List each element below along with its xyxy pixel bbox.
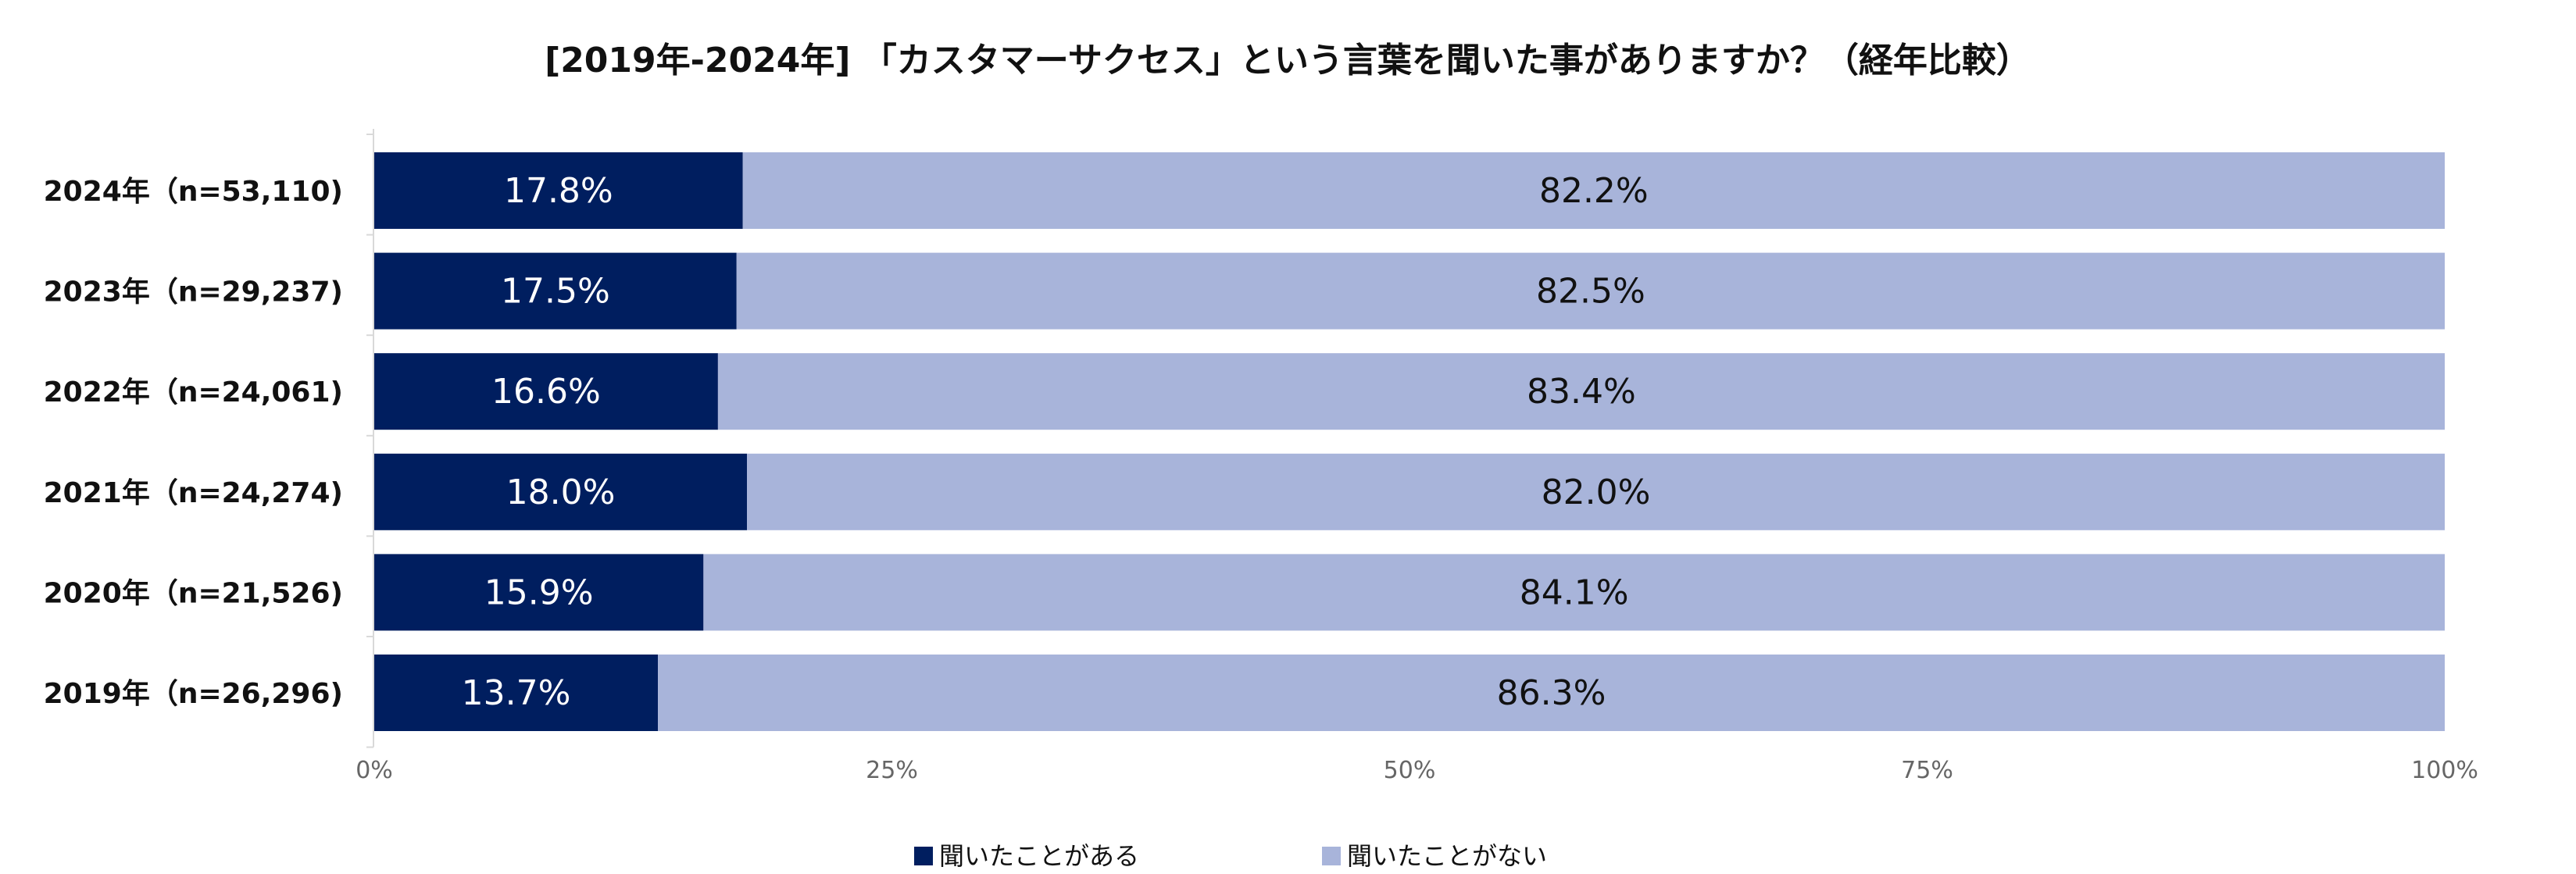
bar-area: 17.8% 82.2% 17.5% 82.5% 16.6% 83.4% 18.0% 82.0%… — [366, 129, 2446, 748]
data-label: 84.1% — [1520, 573, 1629, 612]
data-label: 82.0% — [1542, 473, 1651, 512]
category-label: 2024年（n=53,110) — [44, 176, 343, 208]
data-label: 82.2% — [1539, 171, 1649, 211]
data-label: 83.4% — [1527, 372, 1636, 412]
x-tick-label: 100% — [2411, 757, 2478, 784]
bar-segment-heard — [374, 152, 743, 229]
legend-swatch — [1322, 847, 1341, 865]
x-tick-label: 25% — [866, 757, 918, 784]
chart-title: [2019年-2024年] 「カスタマーサクセス」という言葉を聞いた事があります… — [545, 41, 2031, 80]
data-label: 16.6% — [491, 372, 601, 412]
x-axis: 0% 25% 50% 75% 100% — [355, 757, 2478, 784]
x-tick-label: 50% — [1384, 757, 1436, 784]
bar-segment-heard — [374, 453, 747, 530]
data-label: 86.3% — [1497, 673, 1606, 713]
bar-segment-not-heard — [742, 152, 2446, 229]
legend: 聞いたことがある 聞いたことがない — [914, 841, 1547, 871]
bar-segment-not-heard — [736, 252, 2445, 330]
bar-segment-not-heard — [717, 353, 2446, 430]
bar-segment-heard — [374, 554, 704, 631]
category-label: 2023年（n=29,237) — [44, 276, 343, 309]
legend-swatch — [914, 847, 933, 865]
category-label: 2022年（n=24,061) — [44, 376, 343, 408]
data-label: 82.5% — [1536, 272, 1645, 312]
x-tick-label: 75% — [1901, 757, 1953, 784]
bar-segment-not-heard — [658, 655, 2445, 731]
x-tick-label: 0% — [355, 757, 393, 784]
data-label: 17.5% — [501, 272, 610, 312]
bar-segment-heard — [374, 252, 737, 330]
category-label: 2020年（n=21,526) — [44, 577, 343, 609]
data-label: 13.7% — [462, 673, 571, 713]
category-label: 2019年（n=26,296) — [44, 678, 343, 710]
data-label: 15.9% — [484, 573, 594, 612]
bar-segment-heard — [374, 353, 718, 430]
bar-segment-not-heard — [747, 453, 2445, 530]
legend-label: 聞いたことがない — [1347, 841, 1547, 871]
data-label: 18.0% — [506, 473, 616, 512]
category-label: 2021年（n=24,274) — [44, 477, 343, 509]
category-labels: 2024年（n=53,110) 2023年（n=29,237) 2022年（n=24… — [44, 176, 343, 710]
bar-segment-not-heard — [703, 554, 2445, 631]
bar-segment-heard — [374, 655, 659, 731]
data-label: 17.8% — [504, 171, 613, 211]
legend-label: 聞いたことがある — [939, 841, 1139, 871]
